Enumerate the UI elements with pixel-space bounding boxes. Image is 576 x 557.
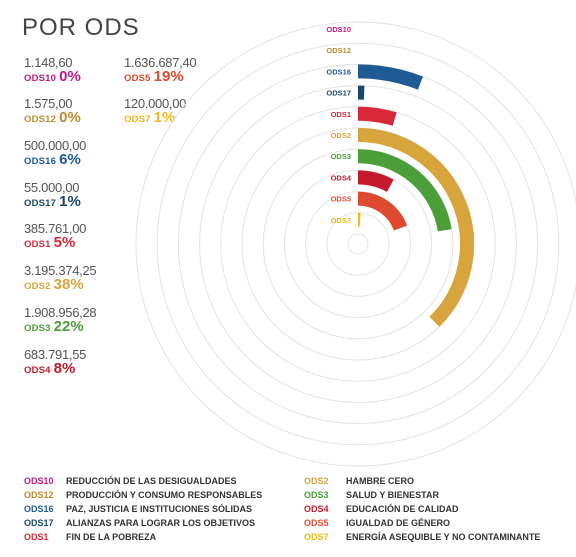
- legend-item-ods2: ODS2 HAMBRE CERO: [304, 476, 414, 486]
- stat-amount: 500.000,00: [24, 138, 87, 153]
- ring-label-ods7: ODS7: [331, 216, 351, 225]
- legend-item-ods5: ODS5 IGUALDAD DE GÉNERO: [304, 518, 450, 528]
- bar-ods1: [357, 106, 397, 126]
- legend-code: ODS7: [304, 532, 329, 542]
- stat-ods4: 683.791,55 ODS4 8%: [24, 348, 86, 377]
- legend-code: ODS1: [24, 532, 49, 542]
- chart-title: POR ODS: [22, 14, 140, 41]
- grid-ring: [135, 21, 576, 467]
- stat-percent: 38%: [53, 276, 84, 293]
- stat-code: ODS4: [24, 365, 51, 376]
- legend-label: PAZ, JUSTICIA E INSTITUCIONES SÓLIDAS: [66, 504, 253, 514]
- stat-ods2: 3.195.374,25 ODS2 38%: [24, 263, 97, 293]
- legend-item-ods4: ODS4 EDUCACIÓN DE CALIDAD: [304, 504, 459, 514]
- legend-item-ods10: ODS10 REDUCCIÓN DE LAS DESIGUALDADES: [24, 476, 237, 486]
- legend-item-ods16: ODS16 PAZ, JUSTICIA E INSTITUCIONES SÓLID…: [24, 504, 252, 514]
- legend-item-ods12: ODS12 PRODUCCIÓN Y CONSUMO RESPONSABLES: [24, 490, 262, 500]
- bar-ods16: [357, 64, 423, 90]
- stat-amount: 55.000,00: [24, 180, 80, 195]
- stat-ods17: 55.000,00 ODS17 1%: [24, 181, 81, 210]
- stat-code: ODS10: [24, 73, 57, 84]
- stat-amount: 683.791,55: [24, 347, 87, 362]
- legend-label: SALUD Y BIENESTAR: [346, 490, 440, 500]
- stat-percent: 6%: [59, 151, 81, 168]
- legend-item-ods1: ODS1 FIN DE LA POBREZA: [24, 532, 156, 542]
- legend-code: ODS17: [24, 518, 54, 528]
- stat-percent: 1%: [59, 193, 81, 210]
- grid-ring: [220, 106, 496, 382]
- stat-ods12: 1.575,00 ODS12 0%: [24, 97, 81, 126]
- ring-label-ods17: ODS17: [326, 89, 351, 98]
- legend-label: IGUALDAD DE GÉNERO: [346, 518, 451, 528]
- bar-ods4: [357, 170, 394, 193]
- legend-code: ODS5: [304, 518, 329, 528]
- stat-amount: 1.148,60: [24, 55, 73, 70]
- stat-ods16: 500.000,00 ODS16 6%: [24, 139, 86, 168]
- stat-code: ODS5: [124, 73, 151, 84]
- ring-label-ods3: ODS3: [331, 152, 351, 161]
- radial-bar-chart: ODS10 ODS12 ODS16 ODS17 ODS1 ODS2 ODS3 ODS4 ODS5…: [135, 21, 576, 467]
- legend-label: EDUCACIÓN DE CALIDAD: [346, 504, 459, 514]
- legend-label: REDUCCIÓN DE LAS DESIGUALDADES: [66, 476, 237, 486]
- grid-ring: [177, 63, 539, 425]
- ring-label-ods10: ODS10: [326, 25, 351, 34]
- stat-percent: 5%: [53, 234, 76, 251]
- stat-code: ODS17: [24, 198, 57, 209]
- stat-percent: 1%: [153, 109, 176, 126]
- legend-label: FIN DE LA POBREZA: [66, 532, 157, 542]
- ring-label-ods12: ODS12: [326, 46, 351, 55]
- stat-ods10: 1.148,60 ODS10 0%: [24, 56, 81, 85]
- stat-amount: 120.000,00: [124, 96, 187, 111]
- stat-percent: 0%: [59, 68, 81, 85]
- legend-code: ODS16: [24, 504, 54, 514]
- stat-code: ODS1: [24, 239, 51, 250]
- legend-label: ENERGÍA ASEQUIBLE Y NO CONTAMINANTE: [346, 532, 541, 542]
- ring-label-ods16: ODS16: [326, 67, 351, 76]
- legend-item-ods17: ODS17 ALIANZAS PARA LOGRAR LOS OBJETIVOS: [24, 518, 255, 528]
- grid-ring: [347, 233, 369, 255]
- stat-code: ODS16: [24, 156, 57, 167]
- stat-code: ODS3: [24, 323, 51, 334]
- legend-label: ALIANZAS PARA LOGRAR LOS OBJETIVOS: [66, 518, 256, 528]
- stat-amount: 1.908.956,28: [24, 305, 97, 320]
- stat-code: ODS7: [124, 114, 151, 125]
- stat-ods3: 1.908.956,28 ODS3 22%: [24, 305, 97, 335]
- ring-label-ods5: ODS5: [331, 195, 351, 204]
- ring-label-ods4: ODS4: [331, 173, 352, 182]
- legend-item-ods3: ODS3 SALUD Y BIENESTAR: [304, 490, 439, 500]
- stat-amount: 1.636.687,40: [124, 55, 197, 70]
- legend-label: HAMBRE CERO: [346, 476, 415, 486]
- stat-ods7: 120.000,00 ODS7 1%: [124, 97, 186, 126]
- legend-label: PRODUCCIÓN Y CONSUMO RESPONSABLES: [66, 490, 263, 500]
- stat-amount: 3.195.374,25: [24, 263, 97, 278]
- legend-code: ODS2: [304, 476, 329, 486]
- stat-ods5: 1.636.687,40 ODS5 19%: [124, 55, 197, 85]
- legend-code: ODS3: [304, 490, 329, 500]
- legend-code: ODS12: [24, 490, 54, 500]
- bar-ods3: [357, 149, 452, 232]
- stat-code: ODS2: [24, 281, 51, 292]
- stat-percent: 8%: [53, 360, 76, 377]
- legend-code: ODS4: [304, 504, 329, 514]
- stat-percent: 19%: [153, 68, 184, 85]
- ring-label-ods1: ODS1: [331, 110, 351, 119]
- stat-amount: 1.575,00: [24, 96, 73, 111]
- ring-label-ods2: ODS2: [331, 131, 351, 140]
- stat-percent: 0%: [59, 109, 81, 126]
- legend-item-ods7: ODS7 ENERGÍA ASEQUIBLE Y NO CONTAMINANTE: [304, 532, 540, 542]
- grid-ring: [156, 42, 560, 446]
- bar-ods5: [357, 191, 408, 231]
- stat-code: ODS12: [24, 114, 57, 125]
- stat-ods1: 385.761,00 ODS1 5%: [24, 222, 86, 251]
- stat-amount: 385.761,00: [24, 221, 87, 236]
- legend-code: ODS10: [24, 476, 54, 486]
- stat-percent: 22%: [53, 318, 84, 335]
- bar-ods2: [357, 128, 474, 327]
